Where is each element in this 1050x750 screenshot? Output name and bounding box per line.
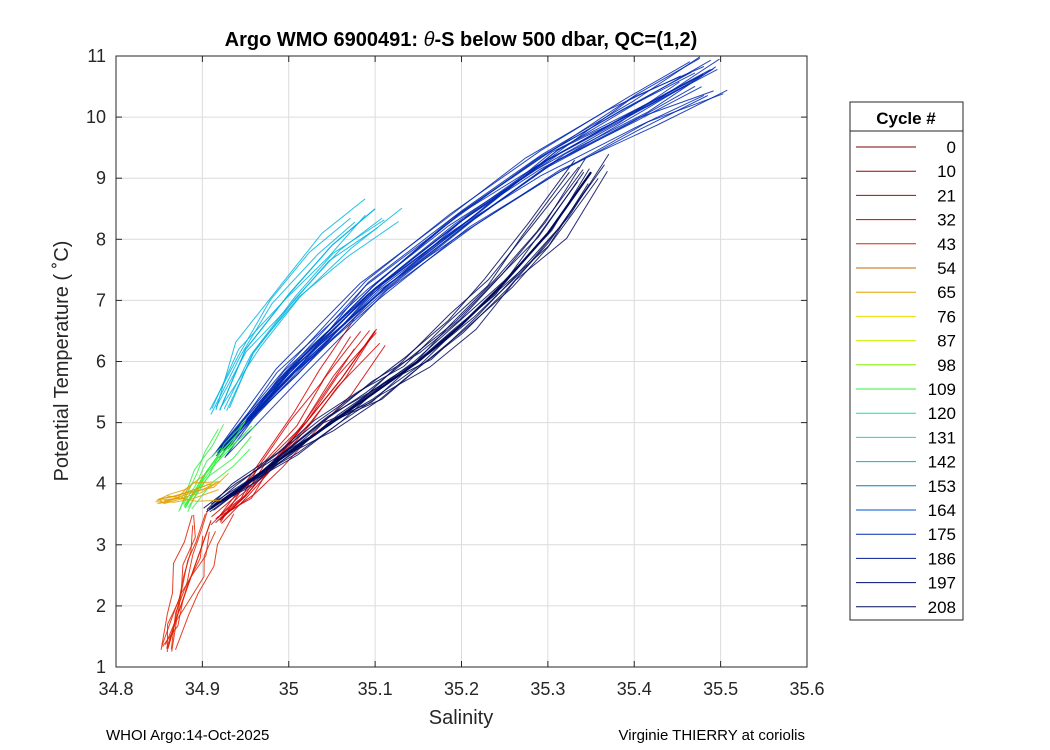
profile-mid-blue [219, 94, 705, 451]
legend-title: Cycle # [876, 109, 936, 128]
profile-early-cold [175, 513, 235, 650]
profile-main-early-warm [219, 330, 376, 521]
y-tick-label: 10 [86, 107, 106, 127]
legend-label: 197 [928, 574, 956, 593]
chart-title: Argo WMO 6900491: θ-S below 500 dbar, QC… [225, 29, 698, 51]
x-tick-label: 35.4 [617, 679, 652, 699]
footer-left: WHOI Argo:14-Oct-2025 [106, 727, 269, 744]
profile-orange-tail [156, 474, 205, 501]
y-tick-label: 5 [96, 413, 106, 433]
y-tick-label: 9 [96, 168, 106, 188]
x-tick-label: 35.6 [789, 679, 824, 699]
y-tick-label: 11 [87, 46, 106, 66]
legend-label: 109 [928, 380, 956, 399]
y-tick-label: 8 [96, 229, 106, 249]
x-tick-label: 35 [279, 679, 299, 699]
legend-label: 175 [928, 525, 956, 544]
profile-orange-tail [159, 481, 220, 504]
legend-label: 65 [937, 283, 956, 302]
y-tick-label: 1 [96, 657, 106, 677]
legend: Cycle # 0 10 21 32 43 54 65 76 87 98 109 120 131 142 1… [849, 101, 964, 621]
x-tick-label: 34.8 [98, 679, 133, 699]
profile-mid-blue [224, 57, 701, 458]
profile-cyan-shelf [209, 217, 351, 411]
legend-label: 10 [937, 162, 956, 181]
profile-deep-core [203, 169, 584, 509]
y-tick-label: 2 [96, 596, 106, 616]
profile-lines [155, 56, 728, 653]
y-tick-label: 4 [96, 474, 106, 494]
profile-early-warm [217, 330, 362, 519]
legend-label: 164 [928, 501, 956, 520]
profile-mid-blue [226, 89, 728, 457]
profile-main-early-cold [167, 520, 212, 649]
legend-label: 153 [928, 477, 956, 496]
y-tick-label: 7 [96, 290, 106, 310]
profile-early-cold [160, 515, 193, 650]
profile-mid-blue [217, 81, 680, 457]
x-tick-label: 35.2 [444, 679, 479, 699]
profile-orange-tail [156, 481, 221, 501]
y-tick-label: 6 [96, 352, 106, 372]
profile-cyan-shelf [210, 221, 356, 415]
profile-deep-core [216, 164, 605, 505]
profile-early-warm [215, 336, 351, 520]
legend-label: 208 [928, 598, 956, 617]
profile-mid-blue [217, 71, 692, 454]
x-tick-label: 35.5 [703, 679, 738, 699]
profile-cyan-shelf [215, 198, 366, 411]
x-axis-label: Salinity [429, 707, 493, 729]
profile-main-cyan-shelf [219, 208, 376, 411]
profile-deep-core [214, 153, 610, 505]
y-tick-label: 3 [96, 535, 106, 555]
legend-label: 21 [937, 186, 956, 205]
legend-label: 186 [928, 549, 956, 568]
legend-label: 142 [928, 453, 956, 472]
profile-mid-blue [227, 68, 718, 450]
profile-early-warm [215, 332, 377, 524]
profile-deep-core [210, 159, 576, 508]
profile-cyan-shelf [226, 217, 383, 411]
profile-early-cold [161, 514, 196, 646]
profile-green-knot [182, 447, 222, 505]
profile-mid-blue [215, 75, 681, 453]
legend-label: 120 [928, 404, 956, 423]
profile-early-cold [170, 507, 209, 650]
legend-label: 32 [937, 211, 956, 230]
profile-mid-blue [217, 61, 691, 450]
profile-deep-core [206, 171, 570, 511]
profile-mid-blue [219, 85, 696, 453]
profile-deep-core [214, 182, 592, 507]
profile-main-orange-tail [159, 483, 212, 500]
y-axis-label: Potential Temperature ( ˚C) [51, 241, 73, 482]
legend-label: 0 [947, 138, 956, 157]
profile-main-mid-blue [219, 73, 704, 454]
x-tick-label: 34.9 [185, 679, 220, 699]
footer-right: Virginie THIERRY at coriolis [619, 727, 805, 744]
profile-early-warm [216, 328, 378, 519]
x-tick-label: 35.3 [530, 679, 565, 699]
legend-label: 131 [928, 428, 956, 447]
x-tick-label: 35.1 [358, 679, 393, 699]
legend-box [849, 101, 964, 621]
legend-label: 54 [937, 259, 956, 278]
profile-main-green-knot [184, 434, 238, 509]
legend-label: 76 [937, 307, 956, 326]
legend-label: 43 [937, 235, 956, 254]
legend-items: 0 10 21 32 43 54 65 76 87 98 109 120 131 142 153 164 175… [856, 138, 956, 617]
legend-label: 87 [937, 332, 956, 351]
legend-label: 98 [937, 356, 956, 375]
axis-ticks: 34.8 34.9 35 35.1 35.2 35.3 35.4 35.5 35.6 1 2 3 4 5 6… [86, 46, 825, 699]
profile-main-deep-core [210, 171, 592, 509]
